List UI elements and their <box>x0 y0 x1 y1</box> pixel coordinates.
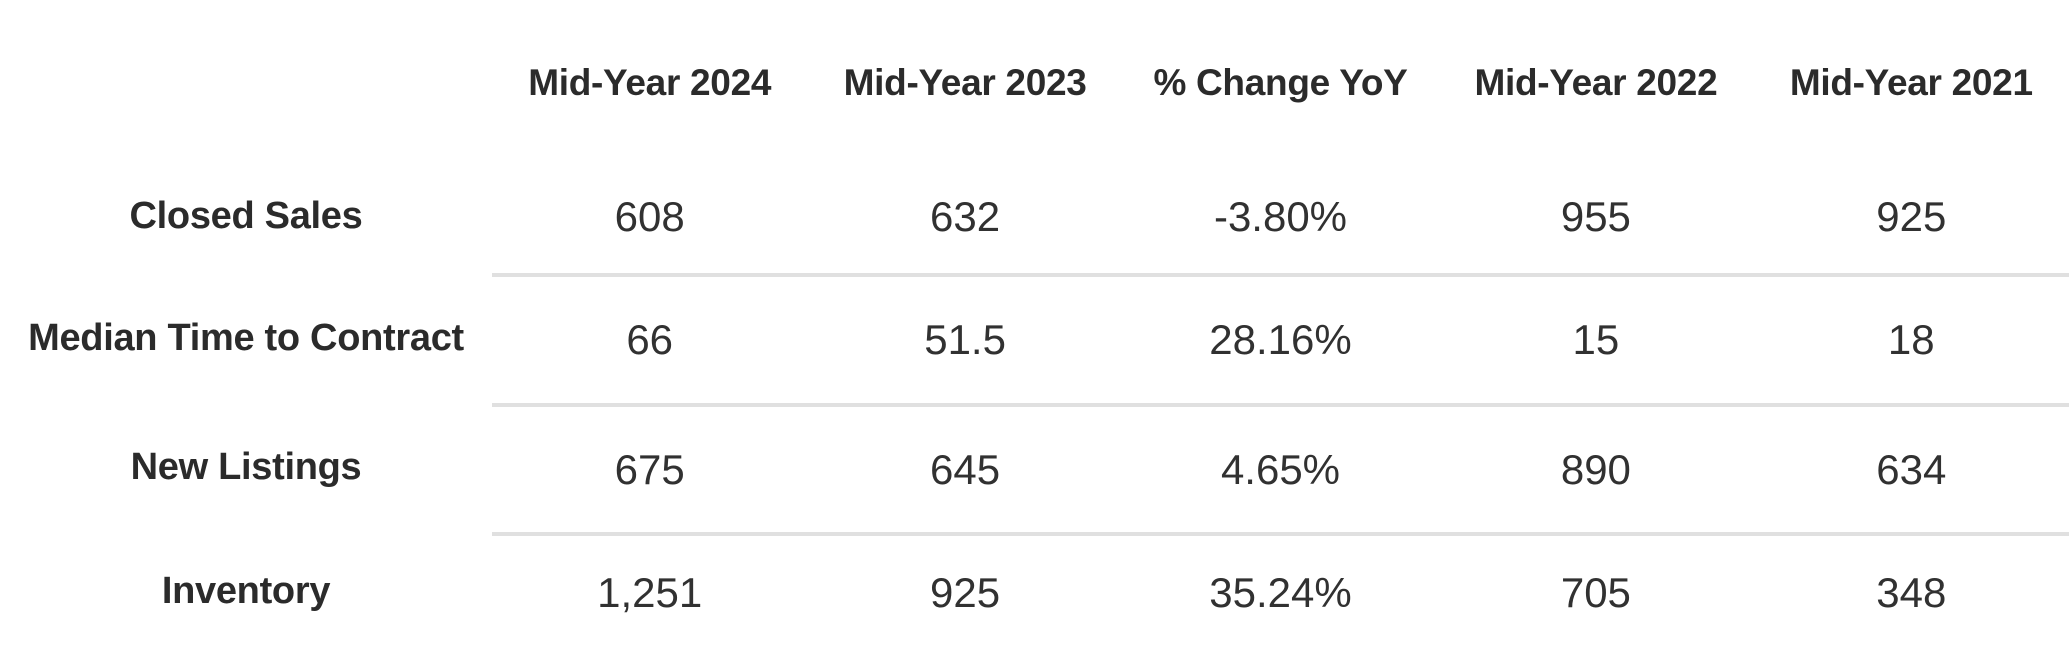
table-cell-closed-sales-2021: 925 <box>1876 192 1947 240</box>
row-label-new-listings: New Listings <box>130 446 362 488</box>
table-corner-spacer <box>0 0 492 160</box>
table-cell-new-listings-2023: 645 <box>807 403 1123 532</box>
column-header-pct-change-yoy: % Change YoY <box>1153 62 1408 103</box>
row-label-closed-sales: Closed Sales <box>129 195 363 237</box>
column-header-mid-year-2023: Mid-Year 2023 <box>843 62 1087 103</box>
row-label-inventory: Inventory <box>161 569 331 612</box>
table-cell-new-listings-yoy: 4.65% <box>1122 403 1439 532</box>
row-label-median-time-to-contract: Median Time to Contract <box>28 316 464 359</box>
table-cell-median-time-yoy: 28.16% <box>1122 273 1439 403</box>
table-cell-closed-sales-yoy: -3.80% <box>1213 192 1348 240</box>
table-cell-inventory-2021: 348 <box>1753 532 2069 650</box>
table-cell-inventory-yoy: 35.24% <box>1122 532 1439 650</box>
table-cell-closed-sales-2024: 608 <box>614 192 685 240</box>
table-cell-inventory-2023: 925 <box>807 532 1123 650</box>
table-cell-new-listings-2021: 634 <box>1753 403 2069 532</box>
table-cell-median-time-2021: 18 <box>1753 273 2069 403</box>
table-cell-closed-sales-2023: 632 <box>930 192 1001 240</box>
column-header-mid-year-2024: Mid-Year 2024 <box>528 62 772 103</box>
table-cell-inventory-2022: 705 <box>1438 532 1754 650</box>
table-cell-new-listings-2022: 890 <box>1438 403 1754 532</box>
column-header-mid-year-2021: Mid-Year 2021 <box>1789 62 2033 103</box>
table-cell-median-time-2023: 51.5 <box>807 273 1123 403</box>
table-cell-median-time-2022: 15 <box>1438 273 1754 403</box>
table-cell-inventory-2024: 1,251 <box>492 532 808 650</box>
column-header-mid-year-2022: Mid-Year 2022 <box>1474 62 1718 103</box>
table-cell-median-time-2024: 66 <box>492 273 808 403</box>
table-cell-new-listings-2024: 675 <box>492 403 808 532</box>
table-cell-closed-sales-2022: 955 <box>1560 192 1631 240</box>
